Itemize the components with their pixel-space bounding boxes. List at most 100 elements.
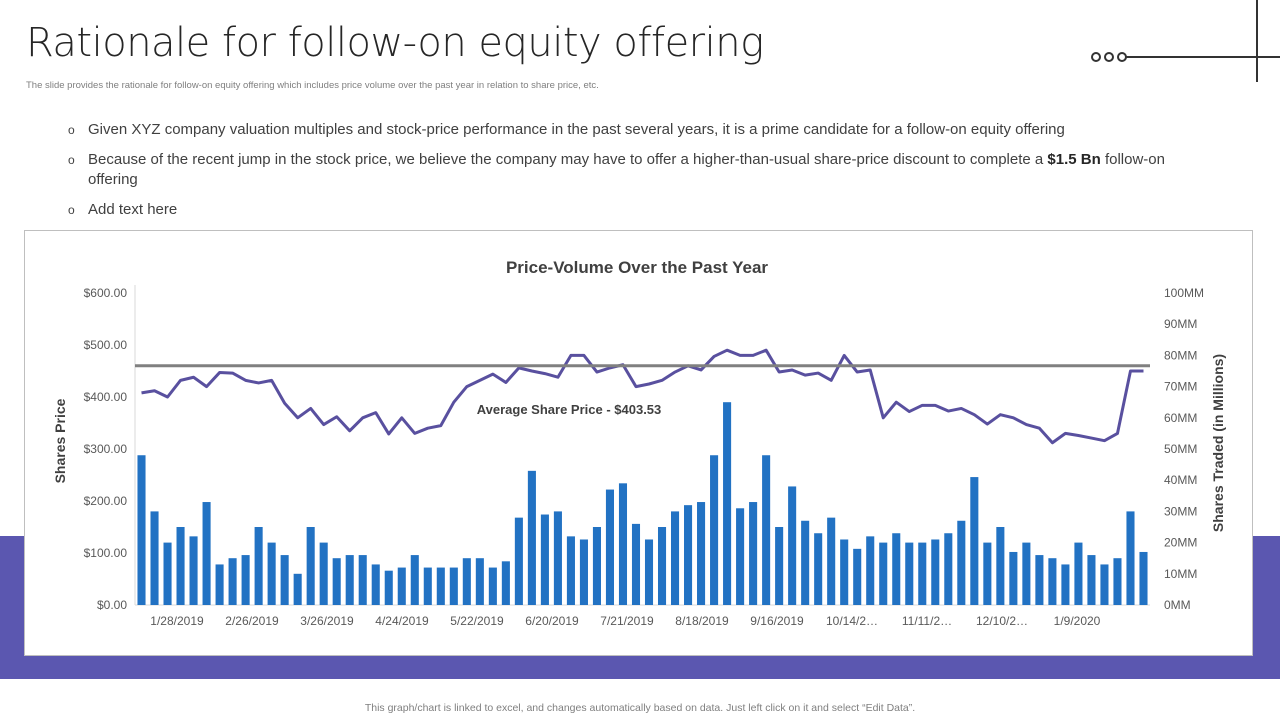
volume-bar: [631, 523, 641, 605]
volume-bar: [931, 539, 940, 605]
volume-bar: [983, 542, 992, 605]
volume-bar: [280, 555, 289, 605]
volume-bar: [358, 555, 367, 605]
volume-bar: [189, 536, 198, 605]
y2-tick-label: 50MM: [1164, 442, 1197, 456]
average-price-label: Average Share Price - $403.53: [477, 402, 662, 417]
bullet-item: o Add text here: [66, 200, 1186, 220]
volume-bar: [905, 542, 914, 605]
y2-tick-label: 90MM: [1164, 317, 1197, 331]
volume-bar: [827, 517, 836, 605]
x-tick-label: 9/16/2019: [750, 614, 804, 628]
bullet-text: Given XYZ company valuation multiples an…: [88, 121, 1065, 138]
bullet-item: o Because of the recent jump in the stoc…: [66, 150, 1186, 190]
volume-bar: [853, 548, 862, 605]
y-tick-label: $0.00: [97, 598, 127, 612]
volume-bar: [163, 542, 172, 605]
x-tick-label: 10/14/2…: [826, 614, 878, 628]
volume-bar: [371, 564, 380, 605]
x-tick-label: 2/26/2019: [225, 614, 279, 628]
chart-title: Price-Volume Over the Past Year: [506, 258, 768, 277]
volume-bar: [566, 536, 575, 605]
volume-bar: [553, 511, 562, 605]
volume-bar: [814, 533, 823, 605]
volume-bar: [1087, 555, 1096, 605]
volume-bar: [762, 455, 771, 605]
volume-bar: [775, 527, 784, 605]
volume-bar: [788, 486, 797, 605]
dot-icon: [1104, 52, 1114, 62]
volume-bar: [306, 527, 315, 605]
price-volume-chart[interactable]: Price-Volume Over the Past Year Shares P…: [24, 230, 1253, 656]
y2-tick-label: 20MM: [1164, 536, 1197, 550]
chart-svg: Price-Volume Over the Past Year Shares P…: [52, 258, 1226, 628]
volume-bar: [1139, 551, 1148, 605]
volume-bar: [605, 489, 614, 605]
volume-bar: [410, 555, 419, 605]
volume-bar: [436, 567, 445, 605]
volume-bar: [723, 402, 732, 605]
volume-bar: [1009, 551, 1018, 605]
x-tick-label: 1/9/2020: [1054, 614, 1101, 628]
volume-bar: [592, 527, 601, 605]
bullet-marker: o: [68, 203, 75, 217]
volume-bar: [644, 539, 654, 605]
bullet-text: Add text here: [88, 201, 178, 218]
bullet-bold-amount: $1.5 Bn: [1047, 151, 1101, 168]
volume-bar: [618, 483, 628, 605]
volume-bar: [384, 570, 393, 605]
volume-bar: [540, 514, 549, 605]
volume-bar: [137, 455, 146, 605]
volume-bar: [254, 527, 263, 605]
volume-bar: [202, 502, 211, 605]
volume-bar: [423, 567, 432, 605]
y2-tick-label: 40MM: [1164, 473, 1197, 487]
x-tick-label: 4/24/2019: [375, 614, 429, 628]
volume-bar: [749, 502, 758, 605]
volume-bar: [267, 542, 276, 605]
volume-bar: [736, 508, 745, 605]
volume-bar: [241, 555, 250, 605]
y2-tick-label: 80MM: [1164, 348, 1197, 362]
volume-bar: [970, 477, 979, 605]
bullet-marker: o: [68, 153, 75, 167]
volume-bar: [684, 505, 693, 605]
y2-tick-label: 70MM: [1164, 380, 1197, 394]
dot-icon: [1091, 52, 1101, 62]
y-tick-label: $100.00: [84, 546, 128, 560]
volume-bar: [1035, 555, 1044, 605]
volume-bar: [488, 567, 497, 605]
volume-bar: [579, 539, 588, 605]
volume-bar: [345, 555, 354, 605]
volume-bar: [150, 511, 159, 605]
volume-bar: [1126, 511, 1135, 605]
volume-bar: [475, 558, 484, 605]
volume-bar: [293, 573, 302, 605]
bullet-item: o Given XYZ company valuation multiples …: [66, 120, 1186, 140]
x-tick-label: 3/26/2019: [300, 614, 354, 628]
volume-bar: [801, 520, 810, 605]
y-tick-label: $500.00: [84, 338, 128, 352]
volume-bar: [176, 527, 185, 605]
y2-tick-label: 10MM: [1164, 567, 1197, 581]
y2-tick-label: 60MM: [1164, 411, 1197, 425]
y-tick-label: $200.00: [84, 494, 128, 508]
volume-bar: [840, 539, 849, 605]
volume-bar: [228, 558, 237, 605]
x-tick-label: 1/28/2019: [150, 614, 204, 628]
x-tick-label: 11/11/2…: [902, 614, 952, 628]
y-tick-label: $400.00: [84, 390, 128, 404]
volume-bar: [332, 558, 341, 605]
y2-axis-label: Shares Traded (in Millions): [1210, 354, 1226, 532]
volume-bar: [215, 564, 224, 605]
volume-bar: [710, 455, 719, 605]
decorative-lines: [1091, 0, 1280, 82]
y-axis-label: Shares Price: [52, 398, 68, 483]
x-tick-label: 12/10/2…: [976, 614, 1028, 628]
x-tick-label: 8/18/2019: [675, 614, 729, 628]
volume-bar: [657, 527, 667, 605]
bullet-text: Because of the recent jump in the stock …: [88, 151, 1048, 168]
volume-bar: [957, 520, 966, 605]
volume-bar: [996, 527, 1005, 605]
bullet-text-continued: follow-on offering: [88, 151, 1165, 188]
